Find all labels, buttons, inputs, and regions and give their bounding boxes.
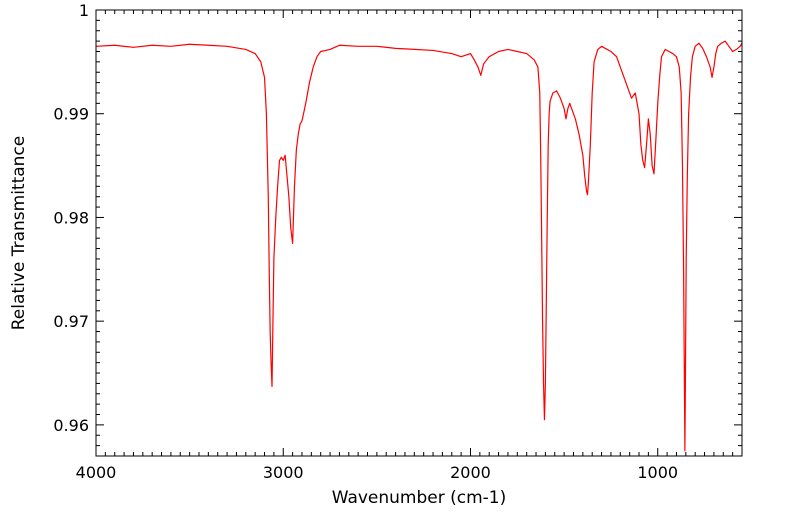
y-tick-label: 0.99 <box>53 105 89 124</box>
spectrum-series-line <box>95 40 743 452</box>
y-tick-label: 0.96 <box>53 416 89 435</box>
x-tick-label: 3000 <box>263 463 304 482</box>
y-tick-label: 0.97 <box>53 312 89 331</box>
x-axis-title: Wavenumber (cm-1) <box>332 488 507 508</box>
x-tick-label: 1000 <box>637 463 678 482</box>
y-tick-label: 0.98 <box>53 208 89 227</box>
plot-frame <box>95 9 743 457</box>
x-tick-label: 2000 <box>450 463 491 482</box>
x-axis-ticks: 4000 3000 2000 1000 <box>76 10 743 482</box>
plot-background <box>96 10 742 456</box>
y-tick-label: 1 <box>79 1 89 20</box>
y-axis-title: Relative Transmittance <box>9 136 29 331</box>
x-tick-label: 4000 <box>76 463 117 482</box>
